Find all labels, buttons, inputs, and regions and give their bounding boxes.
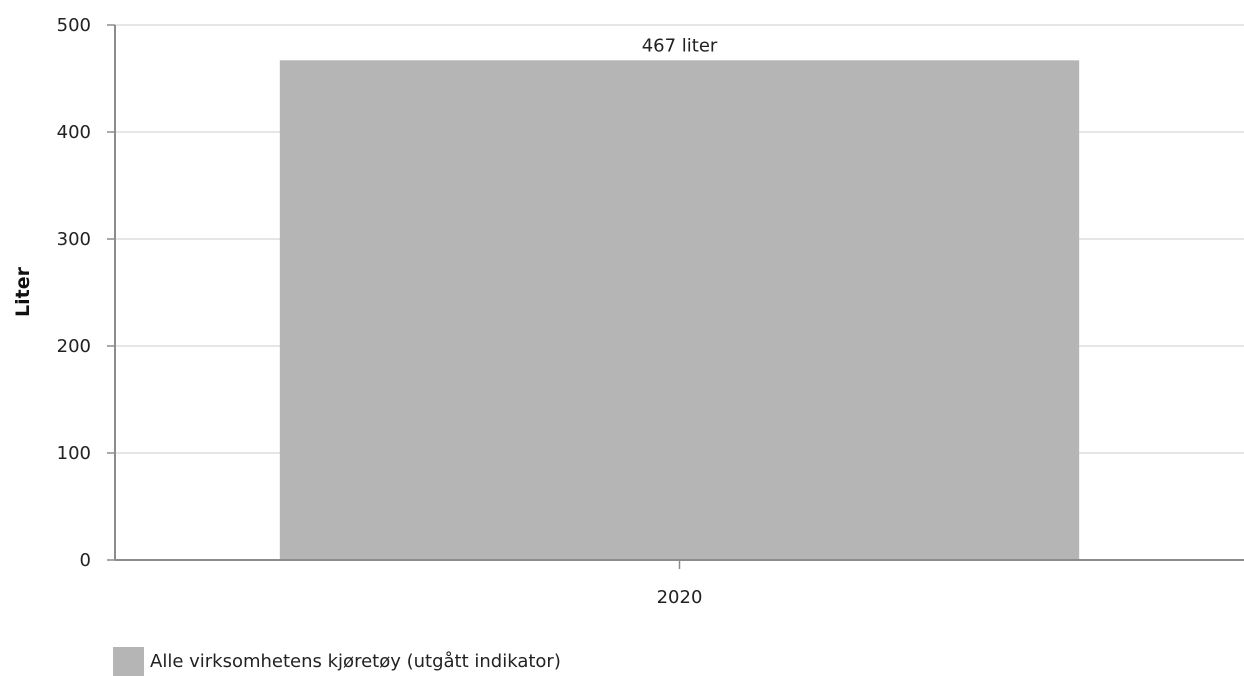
axes bbox=[107, 24, 1244, 569]
chart-plot-svg: 0 100 200 300 400 500 467 liter 2020 Liter bbox=[12, 15, 1244, 608]
y-tick-label: 300 bbox=[57, 229, 91, 250]
bars bbox=[279, 60, 1080, 561]
labels: 0 100 200 300 400 500 467 liter 2020 bbox=[57, 15, 718, 608]
y-axis-title: Liter bbox=[12, 266, 34, 317]
y-tick-label: 200 bbox=[57, 336, 91, 357]
legend-label: Alle virksomhetens kjøretøy (utgått indi… bbox=[150, 650, 561, 672]
legend-swatch bbox=[113, 646, 144, 676]
bar bbox=[279, 60, 1080, 561]
y-tick-label: 0 bbox=[80, 550, 91, 571]
y-tick-label: 500 bbox=[57, 15, 91, 36]
bar-data-label: 467 liter bbox=[642, 35, 718, 56]
legend[interactable]: Alle virksomhetens kjøretøy (utgått indi… bbox=[113, 646, 561, 676]
x-tick-label: 2020 bbox=[657, 587, 703, 608]
y-tick-label: 400 bbox=[57, 122, 91, 143]
y-tick-label: 100 bbox=[57, 443, 91, 464]
